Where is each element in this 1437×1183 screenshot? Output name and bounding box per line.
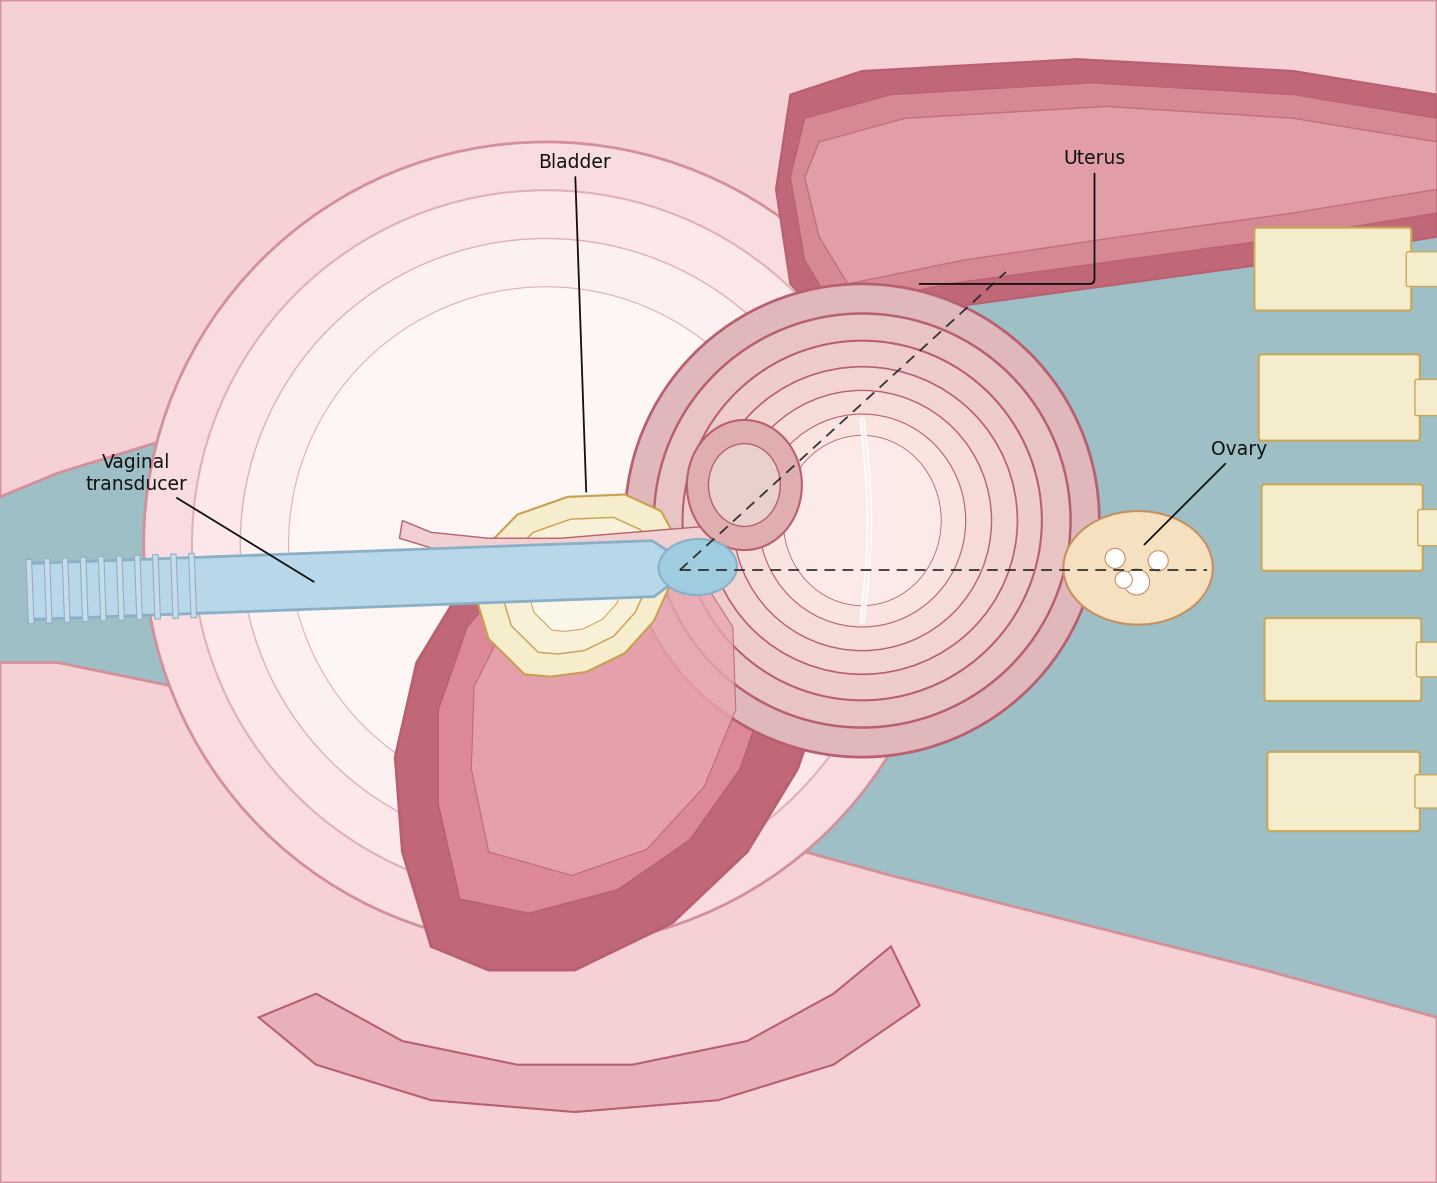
Ellipse shape <box>625 284 1099 757</box>
Polygon shape <box>80 557 88 622</box>
FancyBboxPatch shape <box>1265 618 1421 702</box>
Polygon shape <box>188 554 197 618</box>
FancyBboxPatch shape <box>1267 751 1420 832</box>
Polygon shape <box>45 558 52 623</box>
Polygon shape <box>152 555 161 619</box>
Polygon shape <box>527 541 628 632</box>
FancyBboxPatch shape <box>1418 510 1437 545</box>
Circle shape <box>1115 571 1132 588</box>
Polygon shape <box>259 946 920 1112</box>
Ellipse shape <box>240 239 852 849</box>
Ellipse shape <box>193 190 900 898</box>
Text: Uterus: Uterus <box>920 149 1125 284</box>
Polygon shape <box>790 83 1437 308</box>
Ellipse shape <box>658 539 737 595</box>
Polygon shape <box>0 0 1437 497</box>
Circle shape <box>1148 550 1168 571</box>
Polygon shape <box>438 538 769 913</box>
Ellipse shape <box>1063 511 1213 625</box>
Polygon shape <box>776 59 1437 331</box>
FancyBboxPatch shape <box>1407 252 1437 286</box>
Polygon shape <box>135 555 142 620</box>
Ellipse shape <box>289 286 803 802</box>
Polygon shape <box>500 517 651 654</box>
FancyBboxPatch shape <box>1262 484 1423 571</box>
Ellipse shape <box>683 341 1042 700</box>
Polygon shape <box>116 556 125 620</box>
FancyBboxPatch shape <box>1255 227 1411 311</box>
Polygon shape <box>26 560 34 623</box>
Polygon shape <box>171 554 178 619</box>
Ellipse shape <box>687 420 802 550</box>
Polygon shape <box>98 556 106 621</box>
Polygon shape <box>805 106 1437 284</box>
Polygon shape <box>471 562 736 875</box>
Ellipse shape <box>708 444 780 526</box>
Ellipse shape <box>759 414 966 627</box>
FancyBboxPatch shape <box>1259 354 1420 441</box>
FancyBboxPatch shape <box>1415 380 1437 415</box>
Text: Bladder: Bladder <box>539 153 611 492</box>
Ellipse shape <box>144 142 948 946</box>
Ellipse shape <box>783 435 941 606</box>
Ellipse shape <box>733 390 992 651</box>
Polygon shape <box>474 494 675 677</box>
Text: Ovary: Ovary <box>1144 440 1267 544</box>
Ellipse shape <box>654 313 1071 728</box>
Polygon shape <box>0 662 1437 1183</box>
Circle shape <box>1124 569 1150 595</box>
Polygon shape <box>399 521 747 558</box>
Polygon shape <box>395 521 826 970</box>
FancyBboxPatch shape <box>1415 775 1437 808</box>
Circle shape <box>1105 548 1125 569</box>
FancyBboxPatch shape <box>1417 642 1437 677</box>
Polygon shape <box>29 541 681 620</box>
Ellipse shape <box>707 367 1017 674</box>
Text: Vaginal
transducer: Vaginal transducer <box>86 453 313 582</box>
Polygon shape <box>62 558 70 622</box>
